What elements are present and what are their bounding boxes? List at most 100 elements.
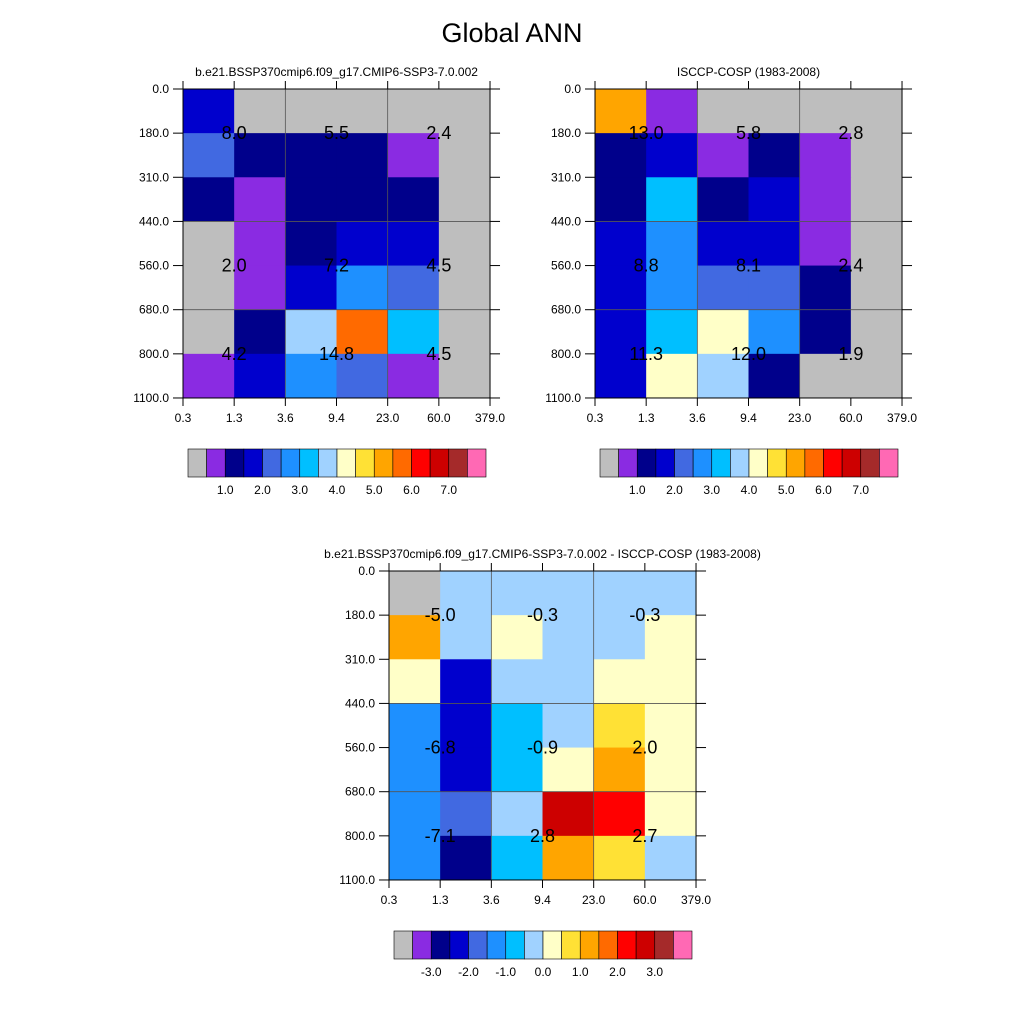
value-label: 2.0 — [222, 256, 247, 276]
colorbar-label: 6.0 — [403, 483, 420, 497]
colorbar-label: -2.0 — [458, 965, 479, 979]
x-tick-label: 23.0 — [376, 411, 400, 425]
heatmap-cell — [183, 133, 235, 178]
heatmap-cell — [387, 177, 440, 222]
colorbar-swatch — [542, 930, 562, 960]
heatmap-cell — [748, 265, 801, 311]
y-tick-label: 800.0 — [345, 829, 375, 843]
colorbar-swatch — [730, 448, 750, 478]
colorbar-swatch — [804, 448, 824, 478]
heatmap-cell — [183, 221, 235, 267]
x-tick-label: 23.0 — [582, 893, 606, 907]
x-tick-label: 3.6 — [689, 411, 706, 425]
heatmap-cell — [183, 177, 235, 222]
heatmap-cell — [799, 309, 852, 355]
colorbar-label: 2.0 — [254, 483, 271, 497]
colorbar-label: -3.0 — [421, 965, 442, 979]
heatmap-cell — [491, 571, 544, 616]
heatmap-cell — [646, 309, 698, 355]
heatmap-cell — [542, 791, 595, 837]
value-label: -0.3 — [629, 605, 660, 625]
colorbar-swatch — [505, 930, 525, 960]
heatmap-cell — [593, 571, 646, 616]
value-label: 14.8 — [319, 344, 354, 364]
x-tick-label: 3.6 — [483, 893, 500, 907]
value-label: -0.9 — [527, 738, 558, 758]
heatmap-cell — [542, 703, 595, 749]
y-tick-label: 1100.0 — [545, 391, 581, 405]
x-tick-label: 0.3 — [175, 411, 192, 425]
heatmap-cell — [542, 747, 595, 793]
heatmap-cell — [593, 659, 646, 704]
heatmap-cell — [491, 659, 544, 704]
value-label: 2.0 — [632, 738, 657, 758]
colorbar-swatch — [599, 448, 619, 478]
heatmap-cell — [644, 703, 697, 749]
colorbar-swatch — [243, 448, 263, 478]
colorbar-label: 0.0 — [535, 965, 552, 979]
value-label: 4.2 — [222, 344, 247, 364]
heatmap-cell — [336, 353, 389, 399]
heatmap-cell — [387, 89, 440, 134]
heatmap-cell — [234, 309, 286, 355]
heatmap-cell — [234, 221, 286, 267]
heatmap-cell — [593, 791, 646, 837]
heatmap-cell — [336, 89, 389, 134]
colorbar-swatch — [430, 930, 451, 960]
colorbar-swatch — [355, 448, 375, 478]
value-label: 2.4 — [426, 123, 451, 143]
heatmap-cell — [697, 309, 750, 355]
heatmap-cell — [387, 221, 440, 267]
heatmap-cell — [595, 221, 647, 267]
heatmap-cell — [285, 133, 338, 178]
x-tick-label: 379.0 — [681, 893, 711, 907]
y-tick-label: 0.0 — [358, 564, 375, 578]
heatmap-cell — [593, 835, 646, 881]
heatmap-cell — [491, 747, 544, 793]
colorbar-label: 4.0 — [329, 483, 346, 497]
heatmap-cell — [748, 353, 801, 399]
heatmap-cell — [799, 221, 852, 267]
heatmap-cell — [644, 571, 697, 616]
y-tick-label: 440.0 — [551, 214, 581, 228]
colorbar-swatch — [879, 448, 899, 478]
heatmap-cell — [285, 221, 338, 267]
heatmap-cell — [440, 791, 492, 837]
colorbar-swatch — [392, 448, 412, 478]
colorbar-swatch — [449, 930, 469, 960]
heatmap-cell — [234, 177, 286, 222]
colorbar-swatch — [224, 448, 245, 478]
heatmap-cell — [389, 747, 441, 793]
heatmap-panel-2: ISCCP-COSP (1983-2008) 0.0 180.0 310.0 440.0… — [545, 65, 917, 497]
x-tick-label: 1.3 — [226, 411, 243, 425]
heatmap-cell — [646, 221, 698, 267]
heatmap-cell — [389, 615, 441, 660]
value-label: 11.3 — [629, 344, 663, 364]
heatmap-cell — [440, 747, 492, 793]
heatmap-cell — [799, 133, 852, 178]
colorbar-swatch — [636, 448, 657, 478]
colorbar-swatch — [486, 930, 507, 960]
x-tick-label: 60.0 — [427, 411, 451, 425]
heatmap-cell — [234, 89, 286, 134]
heatmap-cell — [697, 177, 750, 222]
colorbar-label: 5.0 — [366, 483, 383, 497]
heatmap-cell — [183, 265, 235, 311]
heatmap-cell — [389, 791, 441, 837]
heatmap-cell — [491, 703, 544, 749]
value-label: 4.5 — [426, 256, 451, 276]
colorbar-swatch — [598, 930, 618, 960]
heatmap-cell — [595, 265, 647, 311]
value-label: -0.3 — [527, 605, 558, 625]
colorbar-label: 1.0 — [572, 965, 589, 979]
panel-title: b.e21.BSSP370cmip6.f09_g17.CMIP6-SSP3-7.… — [195, 65, 478, 79]
heatmap-cell — [646, 265, 698, 311]
colorbar-swatch — [841, 448, 862, 478]
colorbar-swatch — [823, 448, 843, 478]
colorbar-swatch — [635, 930, 656, 960]
colorbar: -3.0 -2.0 -1.0 0.0 1.0 2.0 3.0 — [393, 930, 693, 979]
colorbar-swatch — [448, 448, 468, 478]
colorbar-swatch — [412, 930, 432, 960]
value-label: 4.5 — [426, 344, 451, 364]
